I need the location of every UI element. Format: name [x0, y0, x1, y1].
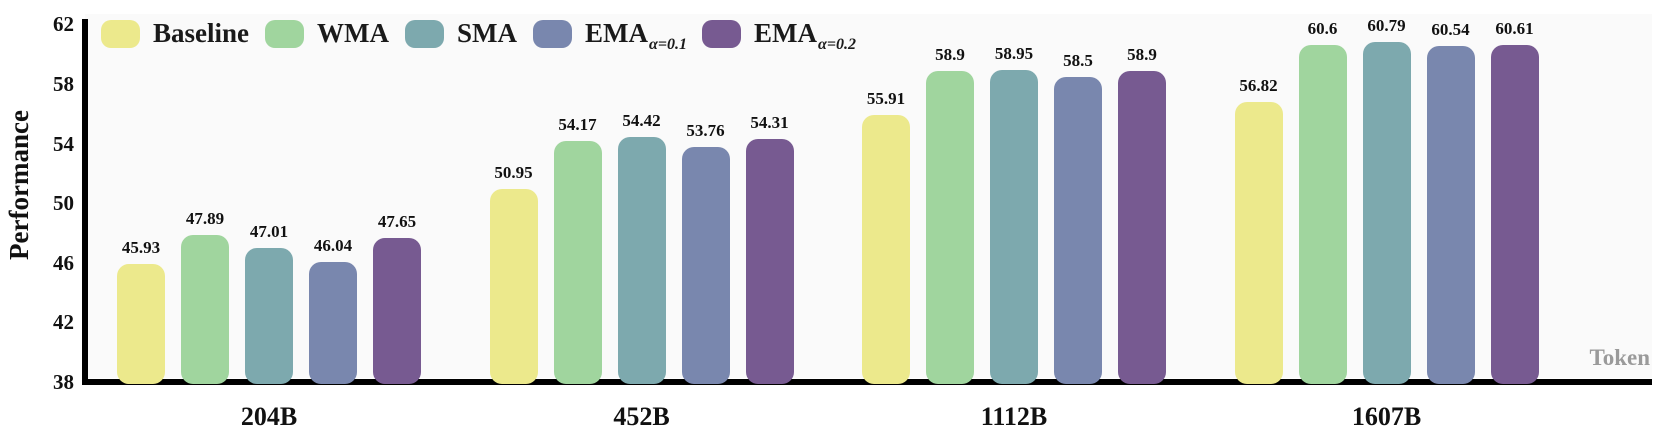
- bar-sma-204b: [245, 247, 293, 384]
- bar-value-label: 60.54: [1431, 20, 1470, 40]
- y-tick-label: 54: [53, 131, 74, 156]
- y-tick-label: 46: [53, 250, 74, 275]
- bar-value-label: 46.04: [313, 236, 353, 256]
- legend-swatch-wma: [265, 19, 305, 48]
- bar-wma-204b: [181, 234, 229, 384]
- y-tick-label: 58: [53, 72, 74, 96]
- legend-item-sma: SMA: [405, 18, 517, 49]
- bar-ema-0.1-1112b: [1054, 76, 1102, 384]
- bar-value-label: 60.6: [1307, 19, 1338, 39]
- legend-label-wma: WMA: [317, 18, 389, 48]
- bar-value-label: 54.42: [622, 111, 661, 131]
- bar-value-label: 53.76: [686, 121, 725, 141]
- bar-ema-0.2-1112b: [1118, 70, 1166, 384]
- bar-ema-0.1-452b: [681, 147, 730, 384]
- y-tick-label: 50: [53, 191, 74, 216]
- legend-label-ema-01: EMAα=0.1: [585, 18, 687, 53]
- legend-label-sma: SMA: [457, 18, 517, 48]
- bar-value-label: 45.93: [121, 237, 161, 257]
- bar-sma-1112b: [990, 69, 1038, 384]
- x-category-label: 204B: [240, 402, 298, 431]
- legend-item-ema-02: EMAα=0.2: [701, 18, 856, 53]
- legend-swatch-ema-02: [701, 19, 741, 48]
- bar-ema-0.2-204b: [373, 238, 421, 384]
- bar-baseline-204b: [117, 263, 165, 384]
- legend-item-ema-01: EMAα=0.1: [533, 18, 687, 53]
- bar-baseline-1607b: [1234, 101, 1283, 384]
- bar-value-label: 58.95: [994, 43, 1034, 63]
- bar-value-label: 47.65: [377, 212, 417, 232]
- bar-value-label: 47.01: [249, 221, 289, 241]
- bar-ema-0.2-1607b: [1490, 45, 1539, 384]
- bar-value-label: 55.91: [866, 89, 906, 109]
- bar-wma-1112b: [926, 70, 974, 384]
- legend-label-baseline: Baseline: [153, 18, 250, 48]
- bar-wma-452b: [553, 141, 602, 384]
- y-tick-label: 38: [53, 370, 74, 394]
- bar-wma-1607b: [1298, 45, 1347, 384]
- x-category-label: 1607B: [1351, 402, 1422, 431]
- bar-value-label: 54.31: [750, 112, 789, 132]
- y-tick-label: 42: [53, 310, 74, 335]
- bar-ema-0.1-1607b: [1426, 46, 1475, 384]
- bar-value-label: 56.82: [1239, 75, 1278, 95]
- y-axis-line: [82, 19, 88, 385]
- x-category-label: 1112B: [980, 402, 1048, 431]
- legend-label-ema-02: EMAα=0.2: [753, 18, 856, 53]
- y-tick-label: 62: [53, 12, 74, 37]
- bar-value-label: 58.9: [935, 44, 965, 64]
- legend: Baseline WMA SMA EMAα=0.1 EMAα=0.2: [101, 18, 856, 53]
- bar-sma-452b: [617, 137, 666, 384]
- bar-value-label: 54.17: [558, 115, 597, 135]
- x-axis-title: Token: [1589, 345, 1650, 370]
- bar-ema-0.1-204b: [309, 262, 357, 384]
- bar-value-label: 58.9: [1127, 44, 1157, 64]
- bar-value-label: 60.61: [1495, 19, 1534, 39]
- bar-value-label: 60.79: [1367, 16, 1406, 36]
- bar-ema-0.2-452b: [745, 138, 794, 384]
- bar-value-label: 47.89: [185, 208, 225, 228]
- legend-swatch-ema-01: [533, 19, 572, 48]
- legend-swatch-sma: [405, 19, 444, 48]
- bar-value-label: 50.95: [494, 163, 533, 183]
- bar-sma-1607b: [1362, 42, 1411, 384]
- legend-item-wma: WMA: [265, 18, 389, 49]
- legend-swatch-baseline: [101, 19, 140, 48]
- bar-baseline-452b: [489, 189, 538, 384]
- bar-baseline-1112b: [862, 115, 910, 384]
- x-category-label: 452B: [613, 402, 670, 431]
- legend-item-baseline: Baseline: [101, 18, 249, 49]
- bar-value-label: 58.5: [1063, 50, 1093, 70]
